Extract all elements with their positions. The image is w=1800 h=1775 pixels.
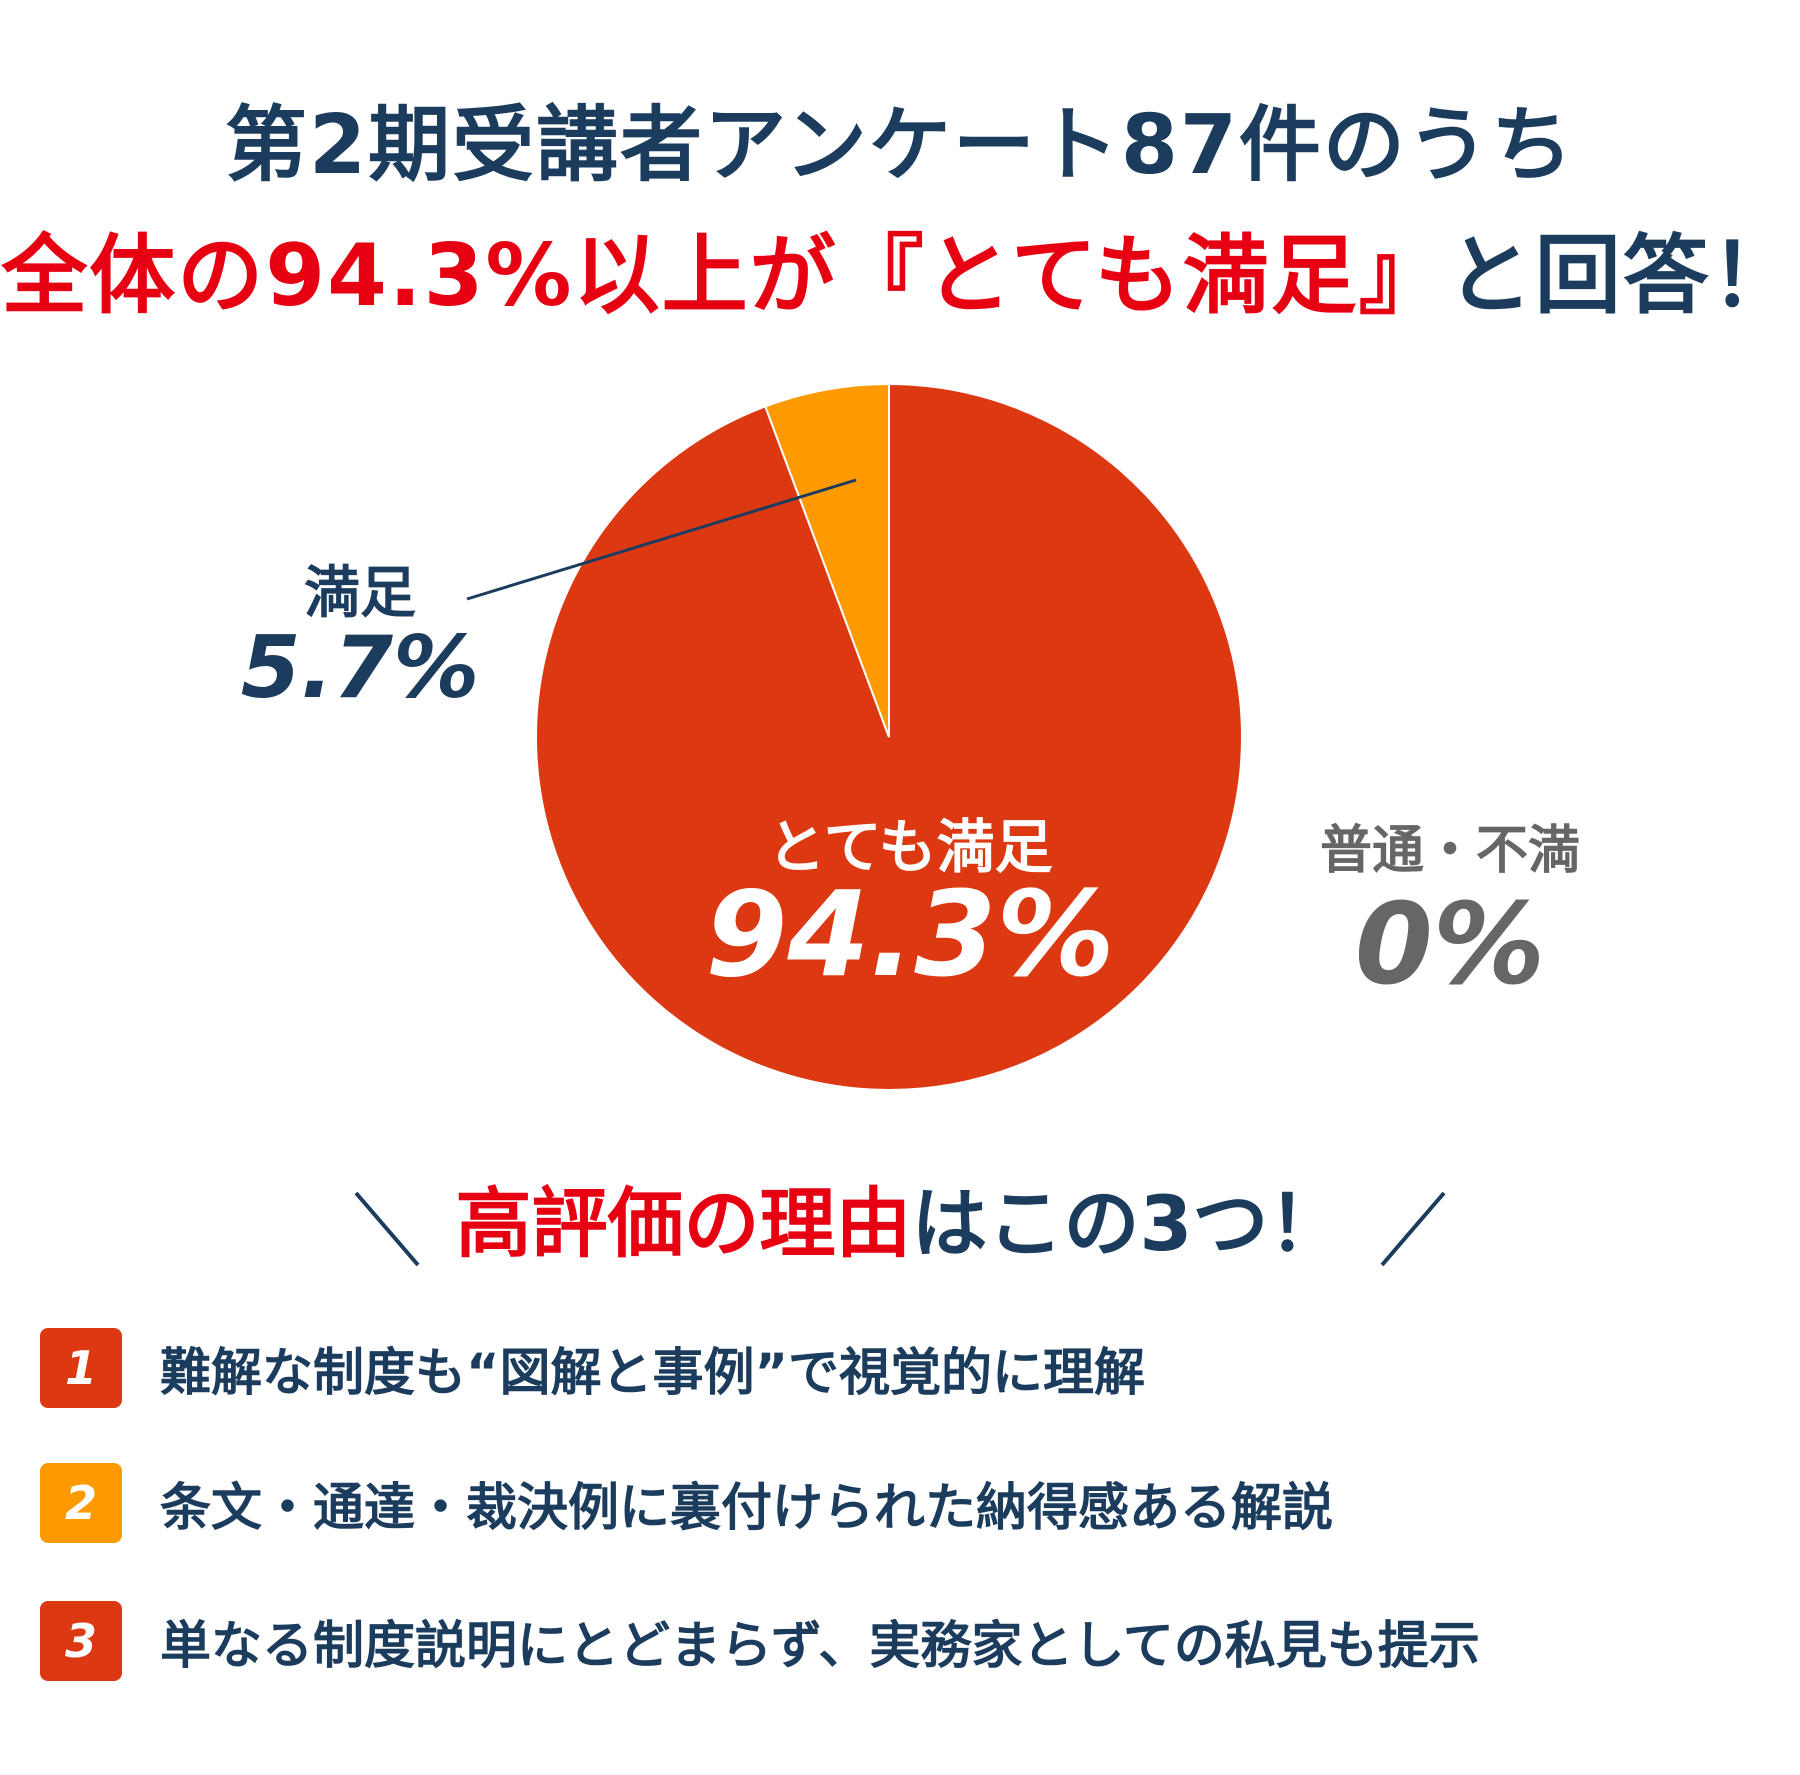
reason-number-badge: 2 <box>40 1463 122 1543</box>
slice-value-satisfied: 5.7% <box>240 618 480 718</box>
reasons-heading: 高評価の理由はこの3つ！ <box>0 1162 1800 1272</box>
slice-value-very-satisfied: 94.3% <box>705 865 1115 1003</box>
pie-chart <box>466 382 1243 1091</box>
reason-item-3: 3 単なる制度説明にとどまらず、実務家としての私見も提示 <box>40 1601 1480 1681</box>
reason-number-badge: 1 <box>40 1328 122 1408</box>
slash-decoration <box>1380 1191 1446 1267</box>
reason-text: 条文・通達・裁決例に裏付けられた納得感ある解説 <box>160 1479 1334 1538</box>
pie-slice-2 <box>763 382 890 738</box>
title-line-1: 第2期受講者アンケート87件のうち <box>225 98 1575 193</box>
reasons-heading-highlight: 高評価の理由 <box>455 1179 912 1268</box>
slice-value-neutral-dissatisfied: 0% <box>1354 880 1546 1010</box>
slice-label-neutral-dissatisfied: 普通・不満 <box>1319 821 1580 881</box>
slice-label-satisfied: 満足 <box>304 561 416 626</box>
reason-item-2: 2 条文・通達・裁決例に裏付けられた納得感ある解説 <box>40 1463 1333 1543</box>
reason-text: 単なる制度説明にとどまらず、実務家としての私見も提示 <box>160 1617 1480 1676</box>
title-line-2: 全体の94.3%以上が『とても満足』と回答！ <box>0 205 1800 330</box>
title-highlight: 全体の94.3%以上が『とても満足』 <box>1 226 1447 326</box>
slice-label-very-satisfied: とても満足 <box>767 813 1053 881</box>
reason-item-1: 1 難解な制度も“図解と事例”で視覚的に理解 <box>40 1328 1145 1408</box>
reason-number-badge: 3 <box>40 1601 122 1681</box>
pie-slices <box>535 382 1243 1091</box>
backslash-decoration <box>354 1191 420 1267</box>
reason-text: 難解な制度も“図解と事例”で視覚的に理解 <box>160 1344 1146 1403</box>
satisfied-leader-line <box>466 478 857 601</box>
title-suffix: と回答！ <box>1446 226 1799 326</box>
reasons-heading-suffix: はこの3つ！ <box>911 1179 1345 1268</box>
